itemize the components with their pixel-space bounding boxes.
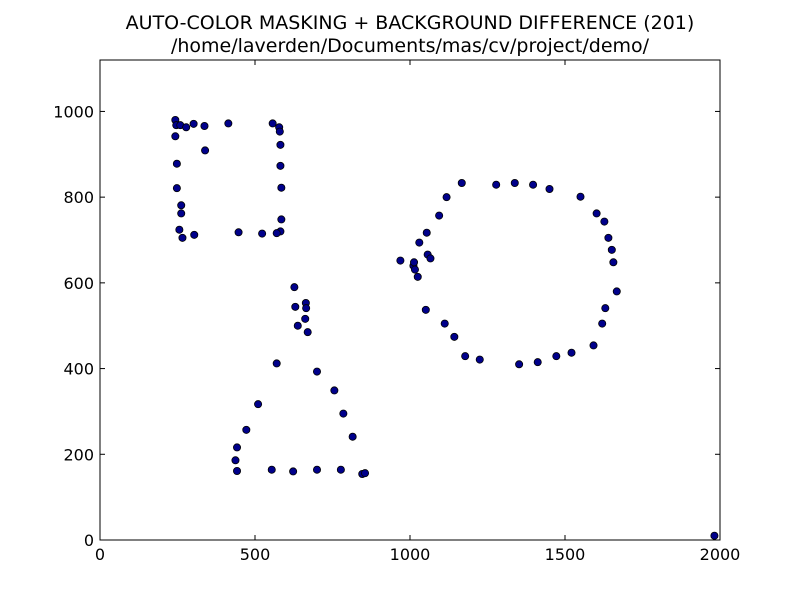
- scatter-point: [190, 230, 199, 239]
- scatter-point: [415, 238, 424, 247]
- scatter-point: [293, 321, 302, 330]
- y-tick-label: 1000: [53, 102, 94, 121]
- scatter-point: [275, 127, 284, 136]
- scatter-point: [609, 258, 618, 267]
- scatter-point: [267, 465, 276, 474]
- scatter-point: [475, 355, 484, 364]
- scatter-point: [450, 332, 459, 341]
- scatter-point: [413, 272, 422, 281]
- scatter-point: [172, 184, 181, 193]
- scatter-point: [576, 192, 585, 201]
- scatter-point: [442, 193, 451, 202]
- scatter-point: [600, 217, 609, 226]
- scatter-point: [254, 400, 263, 409]
- scatter-point: [607, 245, 616, 254]
- scatter-point: [515, 360, 524, 369]
- scatter-point: [277, 215, 286, 224]
- scatter-point: [301, 314, 310, 323]
- x-tick-label: 0: [95, 545, 105, 564]
- scatter-point: [302, 304, 311, 313]
- scatter-point: [589, 341, 598, 350]
- scatter-point: [171, 132, 180, 141]
- scatter-point: [303, 328, 312, 337]
- scatter-point: [604, 233, 613, 242]
- scatter-point: [592, 209, 601, 218]
- y-tick-label: 800: [63, 188, 94, 207]
- scatter-point: [201, 146, 210, 155]
- scatter-point: [312, 367, 321, 376]
- scatter-point: [510, 178, 519, 187]
- axis-ticks: 0 500 1000 1500 2000 0 200 400 600 800 1000: [53, 60, 740, 564]
- data-points: [171, 116, 719, 540]
- scatter-point: [233, 466, 242, 475]
- scatter-point: [200, 122, 209, 131]
- scatter-point: [598, 319, 607, 328]
- scatter-point: [339, 409, 348, 418]
- scatter-point: [533, 358, 542, 367]
- scatter-point: [545, 184, 554, 193]
- scatter-point: [234, 228, 243, 237]
- scatter-point: [552, 352, 561, 361]
- scatter-point: [457, 178, 466, 187]
- scatter-point: [178, 233, 187, 242]
- scatter-point: [440, 319, 449, 328]
- y-tick-label: 0: [84, 531, 94, 550]
- scatter-point: [461, 352, 470, 361]
- scatter-point: [258, 229, 267, 238]
- scatter-point: [224, 119, 233, 128]
- x-tick-label: 2000: [700, 545, 741, 564]
- scatter-point: [289, 467, 298, 476]
- scatter-point: [529, 180, 538, 189]
- scatter-point: [410, 265, 419, 274]
- scatter-point: [177, 201, 186, 210]
- plot-area: [99, 59, 721, 541]
- scatter-point: [422, 228, 431, 237]
- scatter-point: [233, 443, 242, 452]
- scatter-point: [189, 119, 198, 128]
- scatter-point: [172, 159, 181, 168]
- scatter-point: [242, 425, 251, 434]
- scatter-point: [182, 123, 191, 132]
- scatter-point: [435, 211, 444, 220]
- scatter-point: [175, 225, 184, 234]
- scatter-point: [272, 359, 281, 368]
- scatter-point: [336, 465, 345, 474]
- scatter-point: [268, 119, 277, 128]
- chart-title: AUTO-COLOR MASKING + BACKGROUND DIFFEREN…: [125, 12, 695, 34]
- scatter-point: [361, 469, 370, 478]
- scatter-point: [348, 432, 357, 441]
- x-tick-label: 1500: [545, 545, 586, 564]
- scatter-point: [492, 180, 501, 189]
- scatter-point: [277, 183, 286, 192]
- scatter-point: [567, 348, 576, 357]
- scatter-point: [421, 305, 430, 314]
- scatter-point: [601, 304, 610, 313]
- chart-subtitle: /home/laverden/Documents/mas/cv/project/…: [170, 35, 650, 57]
- y-tick-label: 600: [63, 274, 94, 293]
- scatter-point: [177, 209, 186, 218]
- scatter-point: [291, 302, 300, 311]
- scatter-point: [410, 258, 419, 267]
- scatter-point: [612, 287, 621, 296]
- scatter-point: [396, 256, 405, 265]
- scatter-point: [312, 465, 321, 474]
- y-tick-label: 200: [63, 445, 94, 464]
- scatter-point: [276, 140, 285, 149]
- scatter-point: [290, 283, 299, 292]
- x-tick-label: 500: [240, 545, 271, 564]
- scatter-point: [276, 161, 285, 170]
- scatter-point: [272, 229, 281, 238]
- scatter-point: [710, 531, 719, 540]
- scatter-point: [231, 456, 240, 465]
- y-tick-label: 400: [63, 360, 94, 379]
- scatter-point: [330, 386, 339, 395]
- x-tick-label: 1000: [390, 545, 431, 564]
- scatter-point: [426, 254, 435, 263]
